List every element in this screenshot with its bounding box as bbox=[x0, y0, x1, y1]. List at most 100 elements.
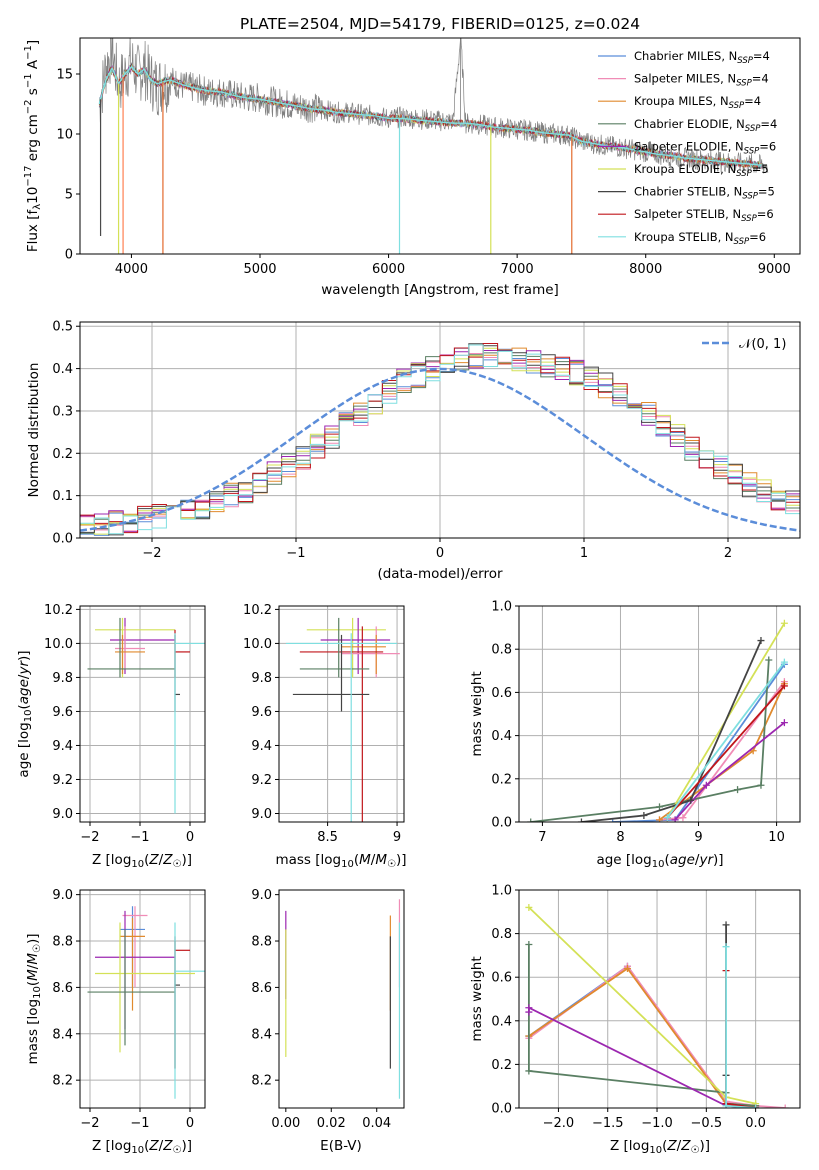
legend-label: Chabrier ELODIE, NSSP=4 bbox=[634, 117, 777, 134]
mass-weight-marker bbox=[687, 796, 695, 804]
y-tick-label: 9.2 bbox=[251, 773, 272, 788]
mass-weight-marker bbox=[757, 637, 765, 645]
y-tick-label: 8.6 bbox=[251, 981, 272, 996]
weight-vs-z-ylabel: mass weight bbox=[469, 956, 485, 1041]
y-tick-label: 0.2 bbox=[491, 1058, 512, 1073]
y-tick-label: 0.4 bbox=[491, 729, 512, 744]
weight-vs-age-xlabel: age [log10(age/yr)] bbox=[596, 852, 723, 870]
x-tick-label: −2 bbox=[80, 1116, 99, 1131]
mass-weight-marker bbox=[780, 682, 788, 690]
residuals-ylabel: Normed distribution bbox=[26, 363, 42, 498]
residuals-xlabel: (data-model)/error bbox=[377, 566, 503, 582]
y-tick-label: 0.0 bbox=[491, 816, 512, 831]
x-tick-label: 9000 bbox=[758, 262, 791, 277]
mass-vs-ebv-xlabel: E(B-V) bbox=[320, 1138, 362, 1154]
y-tick-label: 0.2 bbox=[491, 772, 512, 787]
mass-weight-marker bbox=[577, 818, 585, 822]
model-spectrum-line bbox=[98, 65, 762, 170]
mass-weight-marker bbox=[781, 1104, 789, 1108]
y-tick-label: 9.0 bbox=[52, 888, 73, 903]
x-tick-label: 7000 bbox=[501, 262, 534, 277]
y-tick-label: 9.0 bbox=[251, 888, 272, 903]
y-tick-label: 0.8 bbox=[491, 927, 512, 942]
mass-weight-line bbox=[666, 685, 786, 819]
legend-label: Chabrier STELIB, NSSP=5 bbox=[634, 185, 775, 202]
legend-label: Kroupa STELIB, NSSP=6 bbox=[634, 230, 766, 247]
legend-label: Salpeter MILES, NSSP=4 bbox=[634, 72, 769, 89]
legend-label: Chabrier MILES, NSSP=4 bbox=[634, 49, 770, 66]
age-vs-mass-axes bbox=[278, 605, 405, 823]
mass-weight-marker bbox=[525, 1067, 533, 1075]
y-tick-label: 1.0 bbox=[491, 884, 512, 899]
gaussian-legend-label: 𝒩(0, 1) bbox=[739, 337, 786, 352]
observed-spectrum-line bbox=[98, 38, 769, 174]
x-tick-label: 8000 bbox=[629, 262, 662, 277]
residual-histogram bbox=[80, 347, 800, 536]
residual-histogram bbox=[80, 353, 800, 532]
mass-weight-marker bbox=[722, 1102, 730, 1108]
y-tick-label: 0.8 bbox=[491, 643, 512, 658]
y-tick-label: 9.6 bbox=[251, 705, 272, 720]
mass-weight-line bbox=[725, 970, 756, 1108]
x-tick-label: 5000 bbox=[243, 262, 276, 277]
x-tick-label: 10 bbox=[768, 830, 785, 845]
y-tick-label: 8.4 bbox=[52, 1027, 73, 1042]
residual-histogram bbox=[80, 352, 800, 534]
spectrum-axes bbox=[79, 37, 801, 255]
spectrum-xlabel: wavelength [Angstrom, rest frame] bbox=[321, 282, 559, 298]
y-tick-label: 8.8 bbox=[251, 935, 272, 950]
x-tick-label: −1 bbox=[130, 1116, 149, 1131]
model-spectrum-line bbox=[98, 64, 762, 170]
mass-weight-marker bbox=[722, 943, 730, 951]
y-tick-label: 8.8 bbox=[52, 935, 73, 950]
age-vs-z-xlabel: Z [log10(Z/Z☉)] bbox=[92, 852, 192, 870]
mass-weight-marker bbox=[623, 964, 631, 972]
y-tick-label: 8.6 bbox=[52, 981, 73, 996]
residuals-panel: −2 −1 0 1 2 0.0 0.1 0.2 0.3 0.4 0.5 (data-model)/e… bbox=[26, 320, 801, 582]
mass-weight-line bbox=[530, 659, 770, 822]
y-tick-label: 9.8 bbox=[52, 671, 73, 686]
y-tick-label: 9.6 bbox=[52, 705, 73, 720]
y-tick-label: 0.4 bbox=[491, 1014, 512, 1029]
weight-vs-z-panel: −2.0 −1.5 −1.0 −0.5 0.0 0.0 0.2 0.4 0.6 0.8 1.0 Z … bbox=[469, 884, 801, 1156]
x-tick-label: 7 bbox=[538, 830, 546, 845]
x-tick-label: −0.5 bbox=[691, 1116, 723, 1131]
x-tick-label: −2 bbox=[80, 830, 99, 845]
mass-weight-line bbox=[666, 661, 786, 819]
mass-vs-ebv-panel: 0.00 0.02 0.04 8.2 8.4 8.6 8.8 9.0 E(B-V) bbox=[251, 888, 405, 1154]
mass-weight-marker bbox=[671, 816, 679, 822]
residual-histogram bbox=[80, 344, 800, 535]
y-tick-label: 9.0 bbox=[251, 807, 272, 822]
y-tick-label: 0.0 bbox=[52, 532, 73, 547]
x-tick-label: 0.0 bbox=[745, 1116, 766, 1131]
mass-weight-marker bbox=[734, 786, 742, 794]
y-tick-label: 8.2 bbox=[52, 1074, 73, 1089]
mass-weight-marker bbox=[780, 658, 788, 666]
y-tick-label: 8.2 bbox=[251, 1074, 272, 1089]
x-tick-label: 0 bbox=[436, 546, 444, 561]
legend-label: Salpeter ELODIE, NSSP=6 bbox=[634, 139, 776, 156]
x-tick-label: −2.0 bbox=[543, 1116, 575, 1131]
residual-histogram bbox=[80, 349, 800, 533]
y-tick-label: 10.2 bbox=[44, 603, 73, 618]
age-vs-mass-panel: 8.5 9 9.0 9.2 9.4 9.6 9.8 10.0 10.2 mass [log10(… bbox=[243, 603, 406, 870]
x-tick-label: 8 bbox=[616, 830, 624, 845]
spectrum-ylabel: Flux [fλ10−17 erg cm−2 s−1 A−1] bbox=[23, 40, 43, 252]
x-tick-label: 0.00 bbox=[271, 1116, 300, 1131]
residual-histogram bbox=[80, 343, 800, 536]
mass-vs-z-panel: −2 −1 0 8.2 8.4 8.6 8.8 9.0 Z [log10(Z/Z☉)] mas… bbox=[25, 888, 206, 1156]
mass-weight-marker bbox=[752, 1104, 760, 1108]
mass-weight-marker bbox=[525, 1004, 533, 1012]
age-vs-z-panel: −2 −1 0 9.0 9.2 9.4 9.6 9.8 10.0 10.2 Z [log10(Z/… bbox=[16, 603, 206, 870]
y-tick-label: 1.0 bbox=[491, 600, 512, 615]
y-tick-label: 9.0 bbox=[52, 807, 73, 822]
y-tick-label: 0.4 bbox=[52, 362, 73, 377]
legend-label: Salpeter STELIB, NSSP=6 bbox=[634, 207, 774, 224]
spectrum-panel: PLATE=2504, MJD=54179, FIBERID=0125, z=0… bbox=[23, 15, 801, 298]
y-tick-label: 8.4 bbox=[251, 1027, 272, 1042]
mass-weight-marker bbox=[722, 921, 730, 929]
y-tick-label: 0.5 bbox=[52, 320, 73, 335]
residual-histogram bbox=[80, 347, 800, 526]
x-tick-label: 0 bbox=[186, 1116, 194, 1131]
x-tick-label: 0.02 bbox=[317, 1116, 346, 1131]
